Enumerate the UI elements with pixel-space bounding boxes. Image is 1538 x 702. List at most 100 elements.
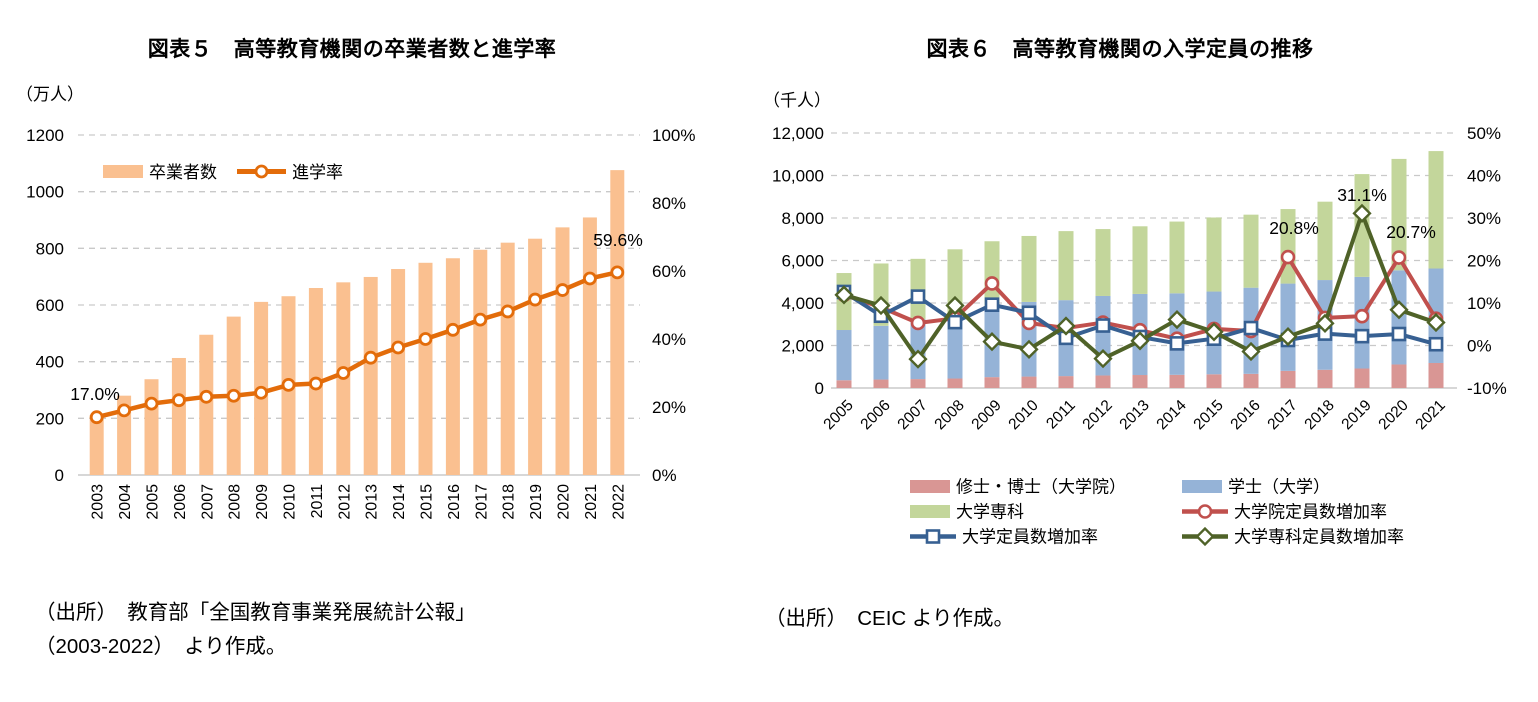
svg-text:20%: 20%: [652, 398, 686, 417]
right-axis-ticks: 50% 40% 30% 20% 10% 0% -10%: [1467, 124, 1507, 398]
annotation-59.6%: 59.6%: [593, 230, 643, 250]
svg-text:2019: 2019: [528, 484, 545, 520]
svg-text:0: 0: [55, 466, 64, 485]
svg-text:2015: 2015: [419, 484, 436, 520]
svg-text:2013: 2013: [364, 484, 381, 520]
bar-series-graduates: [89, 170, 625, 475]
annotation-20.8%: 20.8%: [1269, 218, 1319, 238]
svg-text:2006: 2006: [172, 484, 189, 520]
svg-text:0%: 0%: [1467, 337, 1492, 356]
figure6-source: （出所） CEIC より作成。: [765, 607, 1015, 630]
annotations: 17.0% 59.6%: [70, 230, 643, 404]
svg-text:2008: 2008: [227, 484, 244, 520]
svg-text:2018: 2018: [1301, 397, 1337, 433]
svg-text:2007: 2007: [894, 397, 930, 433]
figure5-unit-label: （万人）: [16, 85, 84, 104]
svg-text:2016: 2016: [1227, 397, 1263, 433]
x-axis-labels: 2003 2004 2005 2006 2007 2008 2009 2010 2011 2012…: [90, 484, 628, 520]
svg-text:2021: 2021: [1412, 397, 1448, 433]
svg-text:2007: 2007: [199, 484, 216, 520]
svg-text:800: 800: [36, 239, 64, 258]
svg-text:2003: 2003: [90, 484, 107, 520]
legend-label-line: 進学率: [292, 163, 343, 182]
figure5-title: 図表５ 高等教育機関の卒業者数と進学率: [147, 38, 557, 61]
svg-text:2022: 2022: [610, 484, 627, 520]
svg-text:400: 400: [36, 353, 64, 372]
svg-text:600: 600: [36, 296, 64, 315]
svg-text:40%: 40%: [1467, 167, 1501, 186]
svg-text:60%: 60%: [652, 262, 686, 281]
figure5-source: （出所） 教育部「全国教育事業発展統計公報」 （2003-2022） より作成。: [35, 596, 476, 664]
svg-text:2019: 2019: [1338, 397, 1374, 433]
svg-text:30%: 30%: [1467, 209, 1501, 228]
legend-label: 大学定員数増加率: [962, 528, 1098, 547]
right-axis-ticks: 100% 80% 60% 40% 20% 0%: [652, 126, 695, 485]
svg-text:2006: 2006: [857, 397, 893, 433]
svg-text:0%: 0%: [652, 466, 677, 485]
svg-text:12,000: 12,000: [772, 124, 824, 143]
svg-text:2005: 2005: [820, 397, 856, 433]
svg-text:2018: 2018: [501, 484, 518, 520]
legend-label: 大学専科定員数増加率: [1234, 528, 1404, 547]
svg-text:4,000: 4,000: [781, 294, 824, 313]
svg-text:2009: 2009: [968, 397, 1004, 433]
svg-text:2005: 2005: [145, 484, 162, 520]
svg-text:0: 0: [815, 379, 824, 398]
left-axis-ticks: 12,000 10,000 8,000 6,000 4,000 2,000 0: [772, 124, 824, 398]
svg-text:2021: 2021: [583, 484, 600, 520]
svg-text:2014: 2014: [1153, 397, 1190, 434]
svg-text:2020: 2020: [556, 484, 573, 520]
svg-text:8,000: 8,000: [781, 209, 824, 228]
svg-text:10,000: 10,000: [772, 167, 824, 186]
svg-text:80%: 80%: [652, 194, 686, 213]
left-axis-ticks: 1200 1000 800 600 400 200 0: [26, 126, 64, 485]
figure6-unit-label: （千人）: [763, 91, 831, 110]
svg-text:2017: 2017: [1264, 397, 1300, 433]
legend-label: 学士（大学）: [1228, 478, 1330, 497]
svg-text:2012: 2012: [1079, 397, 1115, 433]
figure5-source-line2: （2003-2022） より作成。: [35, 635, 287, 658]
svg-text:40%: 40%: [652, 330, 686, 349]
svg-text:2009: 2009: [254, 484, 271, 520]
legend-label: 大学院定員数増加率: [1234, 503, 1387, 522]
svg-text:100%: 100%: [652, 126, 695, 145]
line-series-diamond: [834, 203, 1446, 369]
legend-label: 大学専科: [956, 503, 1024, 522]
annotation-17.0%: 17.0%: [70, 384, 120, 404]
svg-text:2014: 2014: [391, 484, 408, 520]
figure6-title: 図表６ 高等教育機関の入学定員の推移: [926, 38, 1314, 61]
figure5-chart: 1200 1000 800 600 400 200 0 100% 80% 60% 40% 20% 0% 2…: [26, 126, 695, 520]
svg-text:1200: 1200: [26, 126, 64, 145]
svg-text:2020: 2020: [1375, 397, 1412, 434]
svg-text:2017: 2017: [473, 484, 490, 520]
svg-text:200: 200: [36, 409, 64, 428]
svg-text:20%: 20%: [1467, 252, 1501, 271]
svg-text:2,000: 2,000: [781, 337, 824, 356]
svg-text:6,000: 6,000: [781, 252, 824, 271]
annotation-20.7%: 20.7%: [1386, 222, 1436, 242]
legend: 卒業者数 進学率: [103, 163, 343, 182]
svg-text:1000: 1000: [26, 183, 64, 202]
figure6-chart: 12,000 10,000 8,000 6,000 4,000 2,000 0 50% 40% 3…: [772, 124, 1507, 547]
annotations: 20.8% 31.1% 20.7%: [1269, 185, 1436, 242]
svg-text:2013: 2013: [1116, 397, 1152, 433]
legend-label: 修士・博士（大学院）: [956, 478, 1126, 497]
svg-text:2011: 2011: [1043, 397, 1079, 433]
svg-text:2010: 2010: [282, 484, 299, 520]
svg-text:2010: 2010: [1005, 397, 1042, 434]
svg-text:2015: 2015: [1190, 397, 1226, 433]
annotation-31.1%: 31.1%: [1337, 185, 1387, 205]
svg-text:50%: 50%: [1467, 124, 1501, 143]
svg-text:10%: 10%: [1467, 294, 1501, 313]
svg-text:2008: 2008: [931, 397, 967, 433]
legend-label-bars: 卒業者数: [149, 163, 217, 182]
svg-text:2012: 2012: [336, 484, 353, 520]
svg-text:2004: 2004: [117, 484, 134, 520]
line-series-enrollment-rate: [89, 265, 625, 425]
svg-text:-10%: -10%: [1467, 379, 1507, 398]
figure5-source-line1: （出所） 教育部「全国教育事業発展統計公報」: [35, 601, 476, 624]
x-axis-labels: 2005 2006 2007 2008 2009 2010 2011 2012 2013 2014…: [820, 397, 1448, 434]
svg-text:2011: 2011: [309, 484, 326, 519]
